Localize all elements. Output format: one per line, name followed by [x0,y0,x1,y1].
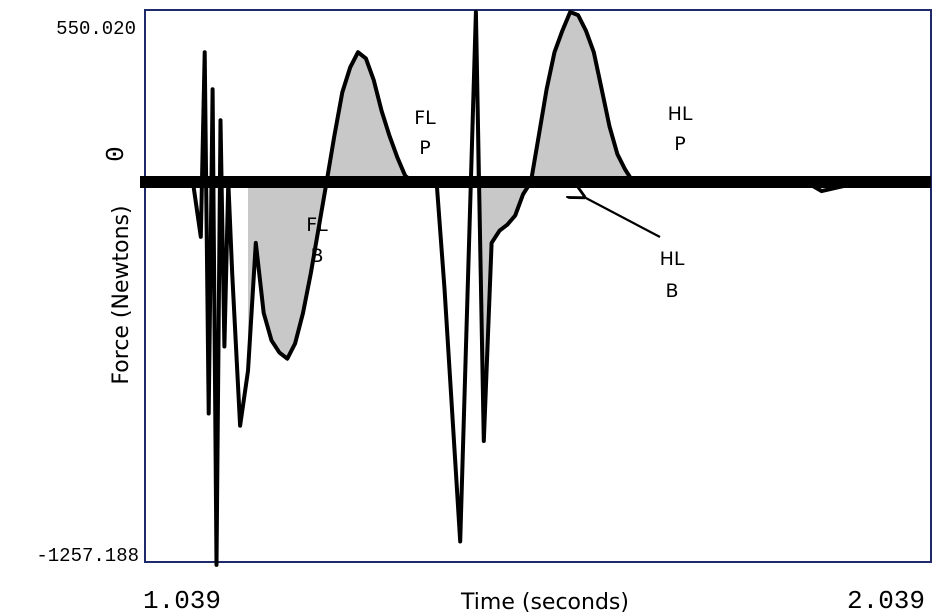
fl-b-label-line1: FL [306,214,328,236]
fl-p-label-line1: FL [414,107,436,129]
y-tick-bottom: -1257.188 [36,545,139,567]
hl-p-shaded-area [530,12,634,182]
fl-b-label-line2: B [310,245,323,267]
hl-b-callout-arrow [584,197,661,238]
y-axis-title: Force (Newtons) [109,205,134,384]
fl-p-label-line2: P [419,137,430,159]
hl-b-label-line2: B [665,280,678,302]
y-tick-top: 550.020 [56,18,136,40]
force-trace [145,10,931,567]
x-tick-start: 1.039 [143,586,221,614]
hl-p-label-line1: HL [668,103,693,125]
hl-b-label-line1: HL [660,248,685,270]
y-tick-zero: 0 [101,146,131,162]
x-tick-end: 2.039 [847,586,925,614]
x-axis-title: Time (seconds) [460,590,629,614]
hl-p-label-line2: P [674,133,685,155]
fl-p-shaded-area [326,52,413,183]
plot-frame [144,9,932,563]
